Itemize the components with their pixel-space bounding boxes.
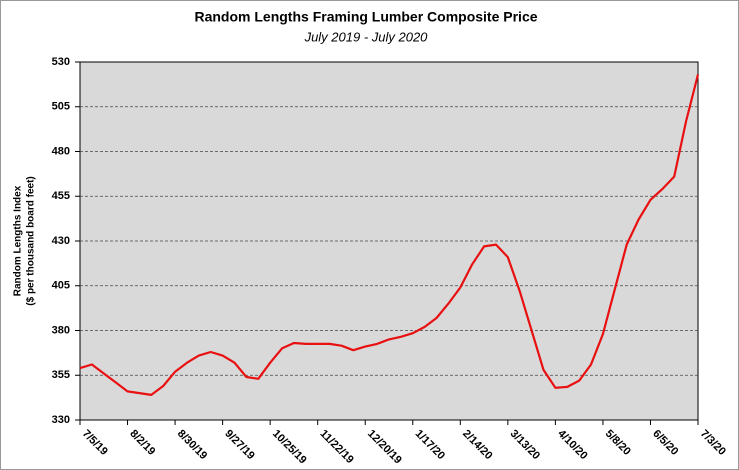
data-line [79,74,700,396]
y-tick-label: 330 [52,414,70,426]
y-tick-label: 355 [52,369,70,381]
y-tick-label: 430 [52,235,70,247]
y-tick-label: 530 [52,56,70,68]
y-tick-label: 480 [52,145,70,157]
y-tick-label: 505 [52,101,70,113]
y-tick-label: 405 [52,280,70,292]
chart-title: Random Lengths Framing Lumber Composite … [194,9,537,25]
y-tick-label: 380 [52,324,70,336]
y-axis-label: Random Lengths Index [13,185,24,296]
y-tick-label: 455 [52,190,70,202]
chart-subtitle: July 2019 - July 2020 [304,29,429,44]
y-axis-label: ($ per thousand board feet) [26,176,37,305]
